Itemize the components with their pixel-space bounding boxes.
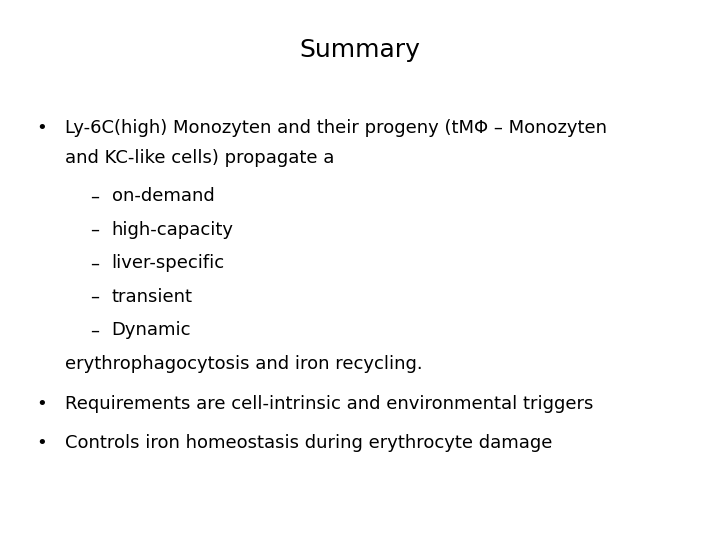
Text: on-demand: on-demand bbox=[112, 187, 215, 205]
Text: •: • bbox=[36, 395, 47, 413]
Text: liver-specific: liver-specific bbox=[112, 254, 225, 272]
Text: –: – bbox=[90, 321, 99, 339]
Text: –: – bbox=[90, 187, 99, 205]
Text: Ly-6C(high) Monozyten and their progeny (tMΦ – Monozyten: Ly-6C(high) Monozyten and their progeny … bbox=[65, 119, 607, 137]
Text: Controls iron homeostasis during erythrocyte damage: Controls iron homeostasis during erythro… bbox=[65, 434, 552, 452]
Text: high-capacity: high-capacity bbox=[112, 221, 233, 239]
Text: erythrophagocytosis and iron recycling.: erythrophagocytosis and iron recycling. bbox=[65, 355, 423, 373]
Text: Dynamic: Dynamic bbox=[112, 321, 191, 339]
Text: Requirements are cell-intrinsic and environmental triggers: Requirements are cell-intrinsic and envi… bbox=[65, 395, 593, 413]
Text: •: • bbox=[36, 119, 47, 137]
Text: –: – bbox=[90, 221, 99, 239]
Text: Summary: Summary bbox=[300, 38, 420, 62]
Text: transient: transient bbox=[112, 288, 193, 306]
Text: •: • bbox=[36, 434, 47, 452]
Text: –: – bbox=[90, 288, 99, 306]
Text: and KC-like cells) propagate a: and KC-like cells) propagate a bbox=[65, 149, 334, 167]
Text: –: – bbox=[90, 254, 99, 272]
